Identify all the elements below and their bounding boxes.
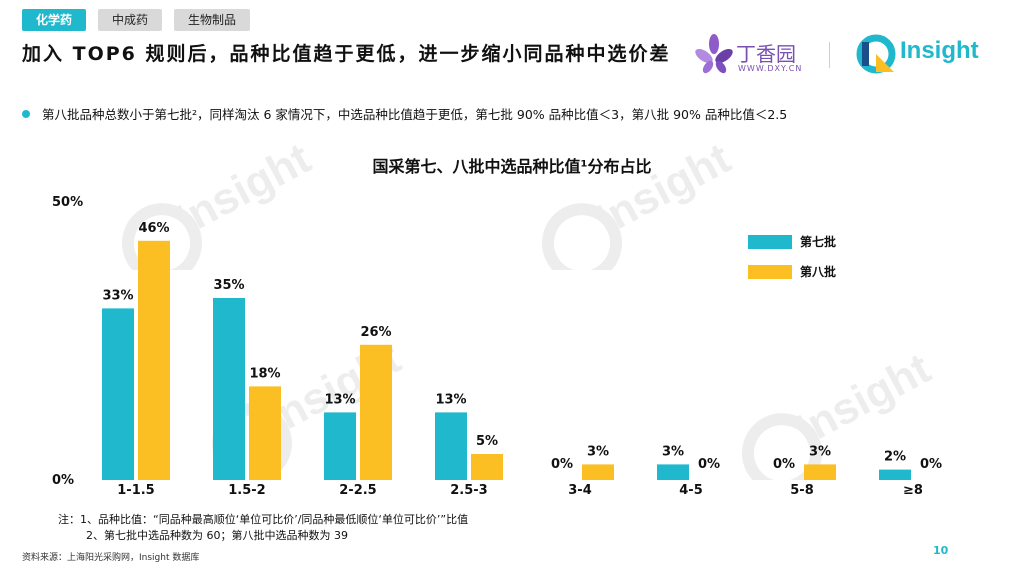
- x-tick-label: 2.5-3: [450, 483, 487, 498]
- x-tick-label: ≥8: [903, 483, 923, 498]
- bar-batch8: [804, 464, 836, 480]
- x-tick-label: 5-8: [790, 483, 814, 498]
- legend-swatch: [748, 235, 792, 249]
- data-label: 3%: [587, 444, 609, 459]
- bar-batch8: [138, 240, 170, 480]
- data-label: 0%: [773, 457, 795, 472]
- bar-batch8: [582, 464, 614, 480]
- x-tick-label: 1-1.5: [117, 483, 154, 498]
- bar-batch7: [657, 464, 689, 480]
- tab-chinese-patent-medicine[interactable]: 中成药: [98, 9, 163, 31]
- bar-batch8: [471, 454, 503, 480]
- y-tick-label: 0%: [52, 473, 74, 488]
- legend-swatch: [748, 265, 792, 279]
- x-tick-label: 1.5-2: [228, 483, 265, 498]
- bar-batch8: [249, 386, 281, 480]
- data-label: 2%: [884, 450, 906, 465]
- tab-chemical-drugs[interactable]: 化学药: [22, 9, 87, 31]
- chart-title: 国采第七、八批中选品种比值¹分布占比: [372, 157, 651, 176]
- data-label: 0%: [698, 457, 720, 472]
- data-label: 13%: [324, 392, 355, 407]
- data-label: 33%: [102, 288, 133, 303]
- data-label: 5%: [476, 434, 498, 449]
- bar-batch7: [435, 412, 467, 480]
- legend-label: 第八批: [800, 264, 836, 279]
- page-number: 10: [933, 544, 949, 557]
- x-tick-label: 3-4: [568, 483, 592, 498]
- legend-label: 第七批: [800, 234, 836, 249]
- dxy-logo: 丁香园 WWW.DXY.CN: [694, 34, 814, 78]
- x-tick-label: 2-2.5: [339, 483, 376, 498]
- flower-icon: [695, 34, 733, 74]
- logo-divider: [829, 42, 830, 68]
- key-point: 第八批品种总数小于第七批²，同样淘汰 6 家情况下，中选品种比值趋于更低，第七批…: [22, 104, 787, 123]
- bar-batch7: [213, 298, 245, 480]
- bar-batch7: [324, 412, 356, 480]
- x-tick-label: 4-5: [679, 483, 703, 498]
- dxy-logo-url: WWW.DXY.CN: [738, 64, 803, 73]
- tab-biologics[interactable]: 生物制品: [174, 9, 251, 31]
- bar-batch7: [102, 308, 134, 480]
- bar-batch8: [360, 344, 392, 480]
- source-note: 资料来源：上海阳光采购网，Insight 数据库: [22, 553, 200, 563]
- category-tabs: 化学药 中成药 生物制品: [22, 9, 251, 31]
- dxy-logo-text: 丁香园: [736, 42, 796, 66]
- page-title: 加入 TOP6 规则后，品种比值趋于更低，进一步缩小同品种中选价差: [22, 43, 671, 65]
- data-label: 0%: [920, 457, 942, 472]
- insight-logo-text: Insight: [900, 37, 979, 64]
- footnote-2: 2、第七批中选品种数为 60；第八批中选品种数为 39: [86, 529, 348, 542]
- data-label: 35%: [213, 278, 244, 293]
- y-tick-label: 50%: [52, 195, 83, 210]
- key-point-text: 第八批品种总数小于第七批²，同样淘汰 6 家情况下，中选品种比值趋于更低，第七批…: [42, 107, 788, 122]
- data-label: 3%: [662, 444, 684, 459]
- data-label: 13%: [435, 392, 466, 407]
- bar-batch7: [879, 469, 911, 480]
- footnote-1: 注：1、品种比值：“同品种最高顺位‘单位可比价’/同品种最低顺位‘单位可比价’”…: [58, 513, 469, 526]
- bullet-dot-icon: [22, 109, 30, 118]
- footnotes: 注：1、品种比值：“同品种最高顺位‘单位可比价’/同品种最低顺位‘单位可比价’”…: [58, 512, 468, 544]
- data-label: 18%: [249, 366, 280, 381]
- insight-logo-icon: [856, 34, 896, 74]
- data-label: 0%: [551, 457, 573, 472]
- data-label: 26%: [360, 325, 391, 340]
- data-label: 3%: [809, 444, 831, 459]
- data-label: 46%: [138, 221, 169, 236]
